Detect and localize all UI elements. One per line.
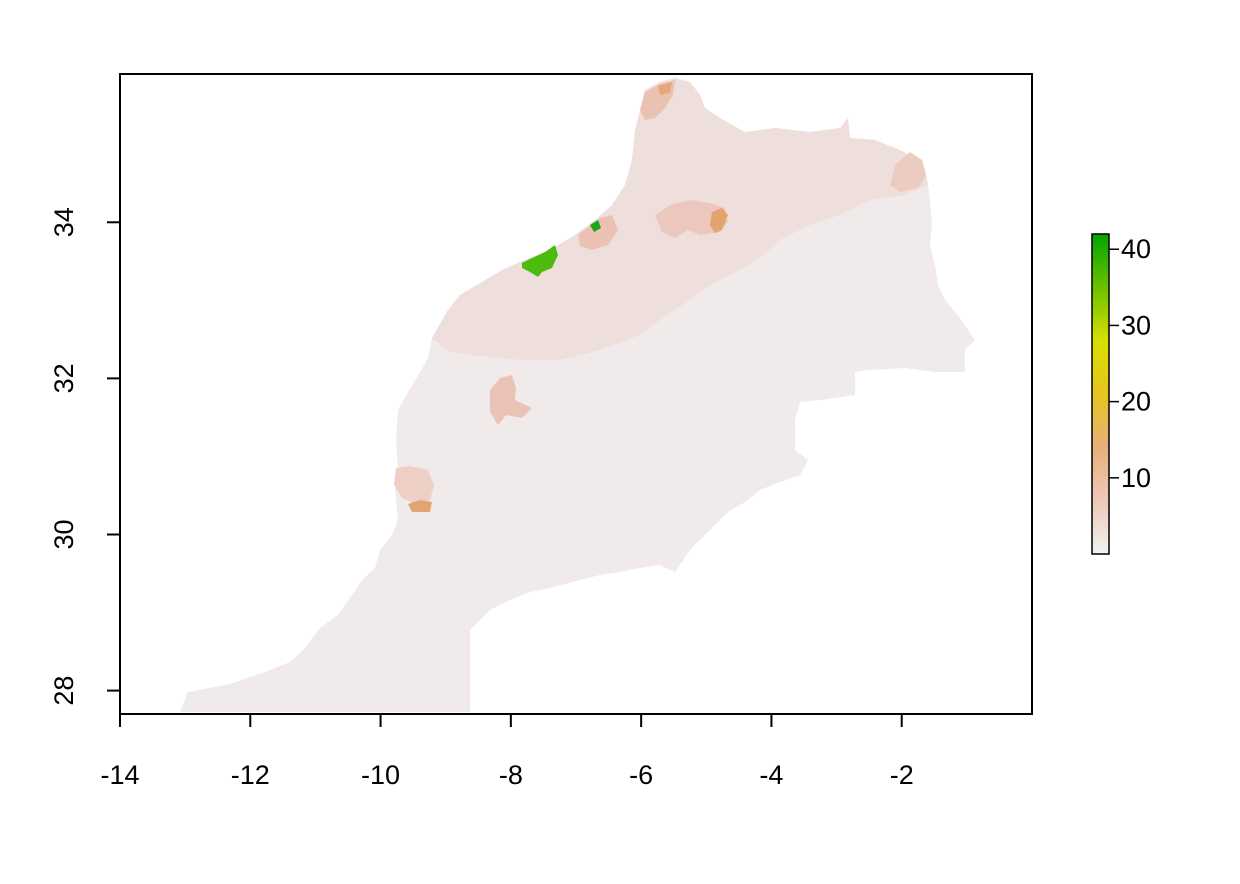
region-marrakech bbox=[490, 375, 532, 425]
legend-tick-label: 30 bbox=[1121, 310, 1151, 340]
x-tick-label: -10 bbox=[361, 760, 400, 790]
region-oujda bbox=[890, 152, 926, 192]
x-axis: -14 -12 -10 -8 -6 -4 -2 bbox=[100, 713, 914, 790]
y-tick-label: 34 bbox=[49, 207, 79, 237]
legend-tick-label: 40 bbox=[1121, 234, 1151, 264]
region-casablanca bbox=[522, 245, 558, 277]
region-rabat bbox=[578, 215, 618, 250]
x-tick-label: -6 bbox=[629, 760, 653, 790]
y-tick-label: 32 bbox=[49, 363, 79, 393]
y-tick-label: 30 bbox=[49, 519, 79, 549]
legend-tick-label: 20 bbox=[1121, 387, 1151, 417]
region-fes-core bbox=[710, 208, 728, 233]
region-agadir bbox=[394, 466, 434, 505]
region-fes-meknes bbox=[655, 200, 728, 238]
legend-color-bar bbox=[1091, 233, 1110, 555]
region-rabat-core bbox=[590, 220, 601, 232]
x-tick-label: -2 bbox=[890, 760, 914, 790]
legend-tick-label: 10 bbox=[1121, 463, 1151, 493]
legend-ticks: 10 20 30 40 bbox=[1109, 234, 1151, 493]
x-tick-label: -8 bbox=[499, 760, 523, 790]
color-legend: 10 20 30 40 bbox=[1091, 233, 1151, 555]
x-tick-label: -12 bbox=[231, 760, 270, 790]
x-tick-label: -14 bbox=[100, 760, 139, 790]
region-agadir-core bbox=[408, 500, 432, 512]
x-tick-label: -4 bbox=[759, 760, 783, 790]
y-axis: 28 30 32 34 bbox=[49, 207, 121, 706]
map-region-layer bbox=[180, 78, 975, 712]
region-tangier-core bbox=[658, 82, 672, 95]
y-tick-label: 28 bbox=[49, 676, 79, 706]
